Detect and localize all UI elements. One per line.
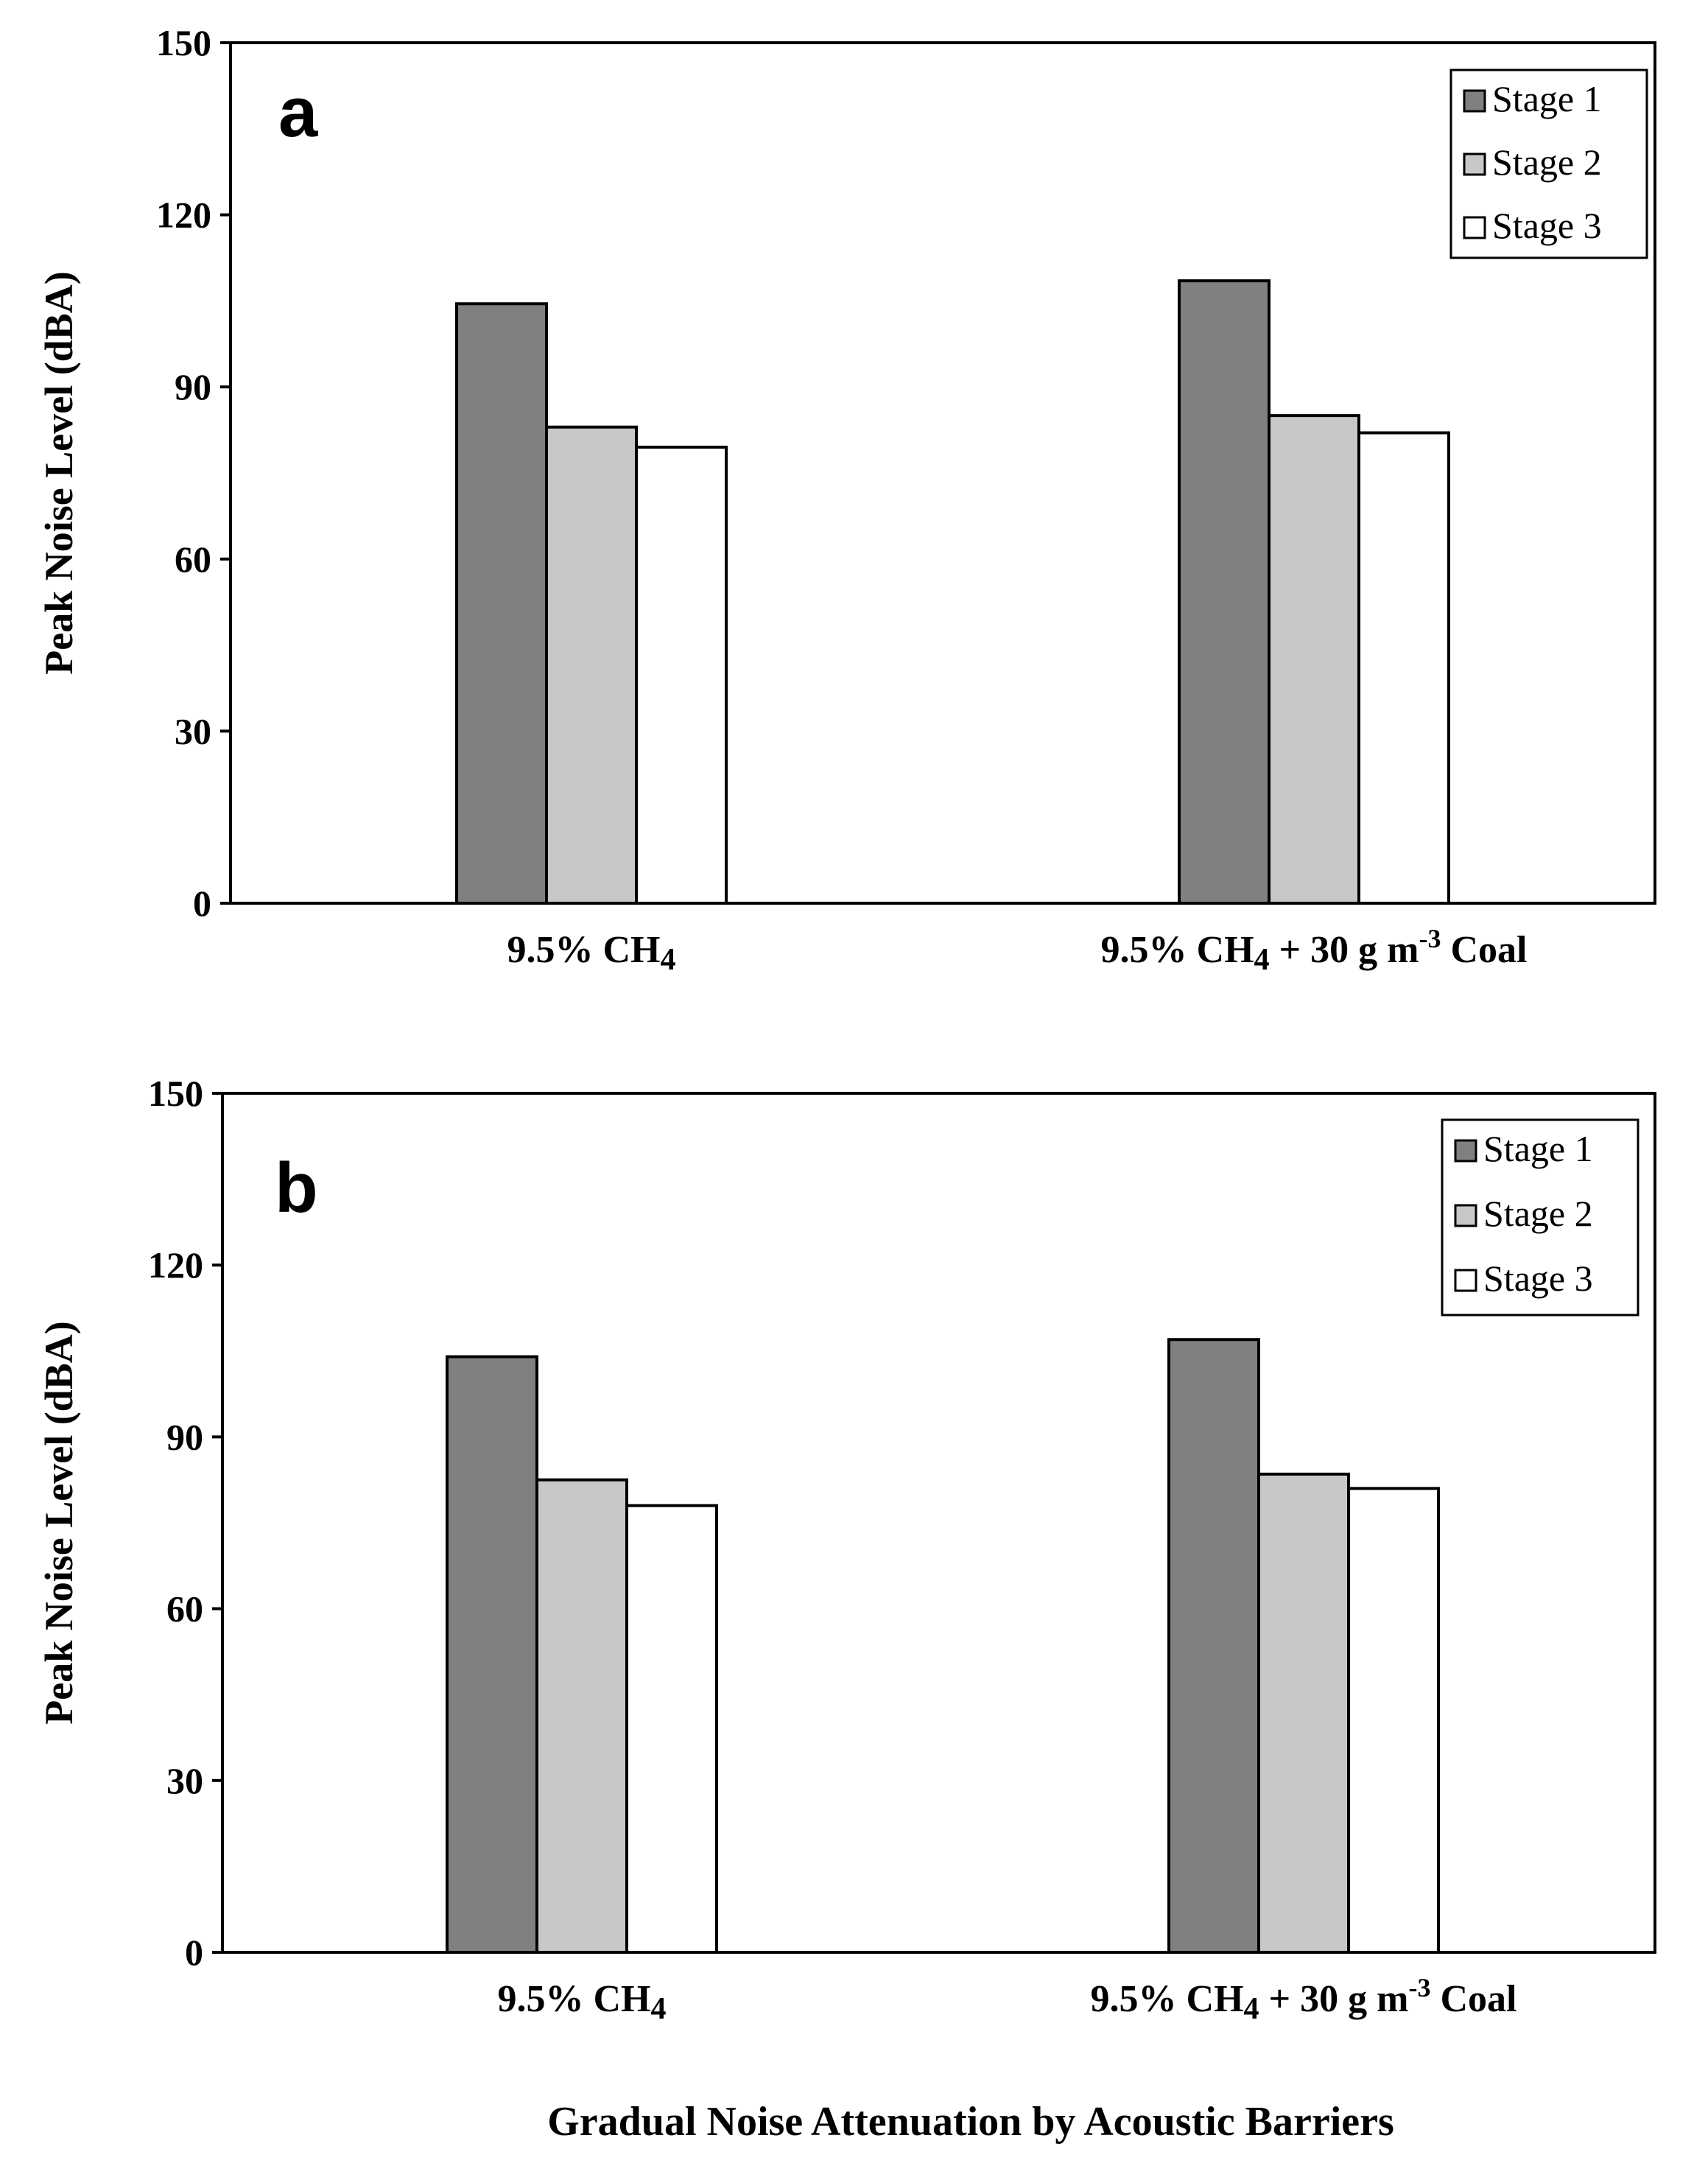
category-label: 9.5% CH4 + 30 g m-3 Coal [1091, 1973, 1517, 2026]
y-tick-label: 30 [166, 1760, 203, 1801]
legend-entry-label: Stage 3 [1483, 1258, 1593, 1299]
y-tick-label: 90 [166, 1416, 203, 1457]
bar-stage-2-cat-1 [535, 1478, 628, 1954]
category-label-text: 9.5% CH [1101, 929, 1254, 971]
category-label-subscript: 4 [1254, 943, 1270, 977]
bar-stage-2-cat-1 [545, 425, 638, 905]
y-axis-title: Peak Noise Level (dBA) [37, 271, 81, 674]
legend-swatch [1454, 1269, 1477, 1292]
y-tick-label: 60 [166, 1588, 203, 1630]
y-tick-label: 0 [193, 883, 211, 924]
category-label-text: 9.5% CH [1091, 1978, 1244, 2020]
legend-entry-label: Stage 3 [1492, 205, 1602, 246]
legend-swatch [1454, 1204, 1477, 1227]
legend-swatch [1463, 89, 1486, 113]
legend: Stage 1 Stage 2 Stage 3 [1441, 1118, 1640, 1317]
legend-entry-label: Stage 1 [1483, 1128, 1593, 1169]
y-tick-label: 30 [175, 710, 211, 751]
y-tick-label: 150 [156, 22, 211, 63]
category-label-superscript: -3 [1419, 924, 1441, 953]
category-label-subscript: 4 [661, 943, 676, 977]
bar-stage-2-cat-2 [1257, 1472, 1350, 1954]
bar-stage-3-cat-1 [635, 445, 728, 905]
bar-stage-1-cat-2 [1178, 279, 1271, 905]
category-label-superscript: -3 [1408, 1973, 1430, 2002]
figure-x-axis-title: Gradual Noise Attenuation by Acoustic Ba… [547, 2099, 1394, 2145]
y-axis-title: Peak Noise Level (dBA) [37, 1321, 81, 1724]
category-label-text: Coal [1430, 1978, 1517, 2020]
category-label-subscript: 4 [651, 1992, 667, 2026]
panel-label: b [275, 1149, 318, 1227]
category-label-text: + 30 g m [1259, 1978, 1409, 2020]
bar-stage-1-cat-1 [455, 302, 548, 905]
y-tick-label: 120 [156, 194, 211, 236]
bar-stage-3-cat-2 [1357, 431, 1450, 905]
bar-stage-3-cat-2 [1347, 1487, 1440, 1954]
plot-frame [221, 1092, 1656, 1954]
chart-panel-a: 0 30 60 90 120 150 Peak Noise Level (dBA) a 9.5%… [37, 22, 1656, 977]
category-label-text: 9.5% CH [498, 1978, 651, 2020]
category-label: 9.5% CH4 [507, 929, 676, 977]
panel-label: a [278, 73, 318, 152]
category-label: 9.5% CH4 [498, 1978, 667, 2026]
bar-stage-1-cat-2 [1167, 1338, 1260, 1954]
category-label-subscript: 4 [1244, 1992, 1259, 2026]
legend: Stage 1 Stage 2 Stage 3 [1449, 69, 1648, 259]
y-tick-label: 150 [148, 1073, 203, 1114]
legend-entry-label: Stage 2 [1492, 141, 1602, 183]
category-label: 9.5% CH4 + 30 g m-3 Coal [1101, 924, 1528, 977]
y-tick-label: 120 [148, 1244, 203, 1286]
y-tick-label: 90 [175, 366, 211, 407]
y-tick-label: 60 [175, 539, 211, 580]
bar-stage-2-cat-2 [1268, 414, 1360, 905]
legend-entry-label: Stage 2 [1483, 1193, 1593, 1234]
legend-swatch [1454, 1139, 1477, 1163]
legend-entry-label: Stage 1 [1492, 78, 1602, 119]
category-label-text: Coal [1441, 929, 1527, 971]
plot-frame [229, 41, 1656, 905]
legend-swatch [1463, 216, 1486, 239]
y-tick-label: 0 [185, 1932, 203, 1973]
legend-swatch [1463, 153, 1486, 176]
category-label-text: + 30 g m [1270, 929, 1419, 971]
bar-stage-1-cat-1 [446, 1355, 538, 1955]
category-label-text: 9.5% CH [507, 929, 661, 971]
chart-panel-b: 0 30 60 90 120 150 Peak Noise Level (dBA) b 9.5%… [37, 1073, 1656, 2026]
bar-stage-3-cat-1 [625, 1504, 718, 1955]
